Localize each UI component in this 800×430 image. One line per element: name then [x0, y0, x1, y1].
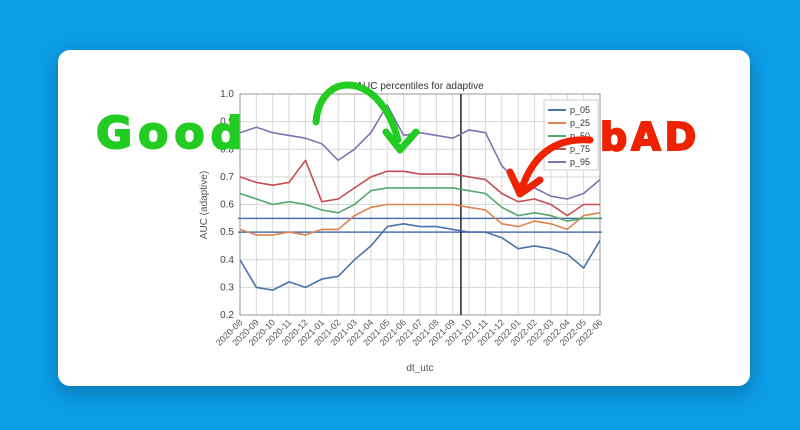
legend: p_05 p_25 p_50 p_75 p_95 — [543, 99, 599, 171]
series-line-p_50 — [239, 187, 600, 222]
y-tick-label: 0.7 — [220, 172, 234, 183]
legend-label: p_05 — [570, 105, 590, 115]
legend-label: p_25 — [570, 118, 590, 128]
legend-label: p_95 — [570, 157, 590, 167]
series-line-p_05 — [239, 223, 601, 291]
y-tick-label: 0.9 — [220, 117, 234, 128]
y-tick-label: 0.6 — [220, 200, 234, 211]
reference-lines — [238, 94, 602, 315]
series-lines — [239, 104, 601, 291]
y-tick-label: 0.5 — [220, 227, 234, 238]
y-axis-label: AUC (adaptive) — [199, 171, 210, 239]
y-tick-label: 0.3 — [220, 282, 234, 293]
good-arrow-curve — [312, 81, 402, 144]
good-arrow-head — [382, 128, 420, 154]
bad-text: bAD — [600, 115, 700, 159]
series-line-p_95 — [239, 104, 601, 200]
series-line-p_25 — [239, 203, 601, 236]
y-tick-label: 0.4 — [220, 255, 234, 266]
good-annotation: Good — [95, 81, 420, 160]
bad-arrow-curve — [518, 136, 594, 192]
bad-arrow-head — [506, 168, 544, 198]
x-axis-label: dt_utc — [406, 363, 433, 374]
y-tick-labels: 0.2 0.3 0.4 0.5 0.6 0.7 0.8 0.9 1.0 — [220, 89, 234, 321]
bad-annotation: bAD — [506, 114, 700, 198]
y-tick-label: 0.8 — [220, 144, 234, 155]
chart-title: AUC percentiles for adaptive — [356, 81, 484, 92]
legend-label: p_75 — [570, 144, 590, 154]
x-tick-labels: 2020-082020-092020-102020-112020-122021-… — [214, 317, 604, 347]
y-tick-label: 1.0 — [220, 89, 234, 100]
series-line-p_75 — [239, 159, 600, 217]
legend-label: p_50 — [570, 131, 590, 141]
good-text: Good — [96, 108, 248, 159]
y-tick-label: 0.2 — [220, 310, 234, 321]
